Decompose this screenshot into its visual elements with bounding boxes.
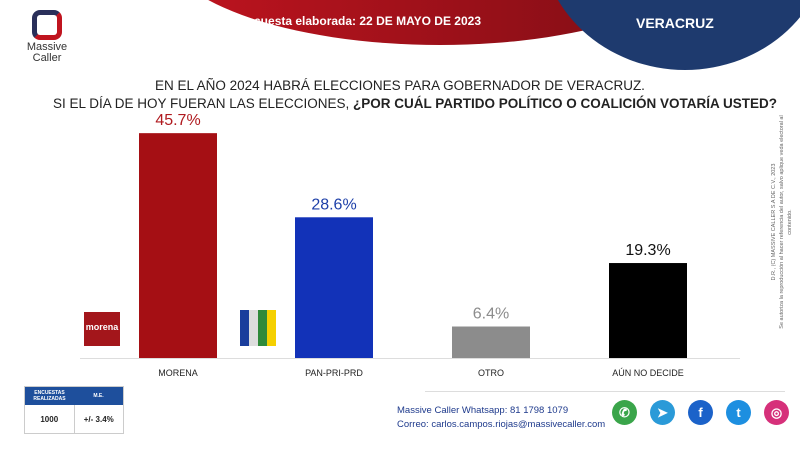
logo-line2: Caller [32, 52, 62, 64]
me-value: +/- 3.4% [83, 414, 114, 424]
whatsapp-contact[interactable]: Massive Caller Whatsapp: 81 1798 1079 [397, 405, 569, 416]
bar-chart: 45.7% MORENA 28.6% PAN-PRI-PRD 6.4% OTRO 19.3%… [80, 112, 740, 378]
telegram-icon[interactable]: ➤ [650, 400, 675, 425]
morena-logo: morena [84, 312, 120, 346]
footer-divider [425, 391, 785, 392]
bar-1 [295, 217, 373, 358]
methodology-table: ENCUESTAS REALIZADAS M.E. 1000 +/- 3.4% [24, 386, 124, 434]
me-header: M.E. [93, 393, 104, 399]
data-label: 28.6% [311, 196, 356, 213]
question-line2: SI EL DÍA DE HOY FUERAN LAS ELECCIONES, … [0, 96, 800, 111]
whatsapp-icon[interactable]: ✆ [612, 400, 637, 425]
data-label: 19.3% [625, 242, 670, 259]
email-contact[interactable]: Correo: carlos.campos.riojas@massivecall… [397, 419, 606, 430]
instagram-icon[interactable]: ◎ [764, 400, 789, 425]
survey-date: Última encuesta elaborada: 22 DE MAYO DE… [200, 14, 482, 28]
category-label: AÚN NO DECIDE [612, 368, 684, 378]
bar-2 [452, 326, 530, 358]
question-line1: EN EL AÑO 2024 HABRÁ ELECCIONES PARA GOB… [155, 78, 645, 93]
logo-mark-icon [32, 10, 62, 40]
state-name: VERACRUZ [636, 15, 714, 31]
facebook-icon[interactable]: f [688, 400, 713, 425]
logo-line1: Massive [26, 41, 68, 53]
social-icons: ✆ ➤ f t ◎ [612, 400, 789, 425]
category-label: PAN-PRI-PRD [305, 368, 363, 378]
question-intro: SI EL DÍA DE HOY FUERAN LAS ELECCIONES, [52, 96, 354, 111]
question-bold: ¿POR CUÁL PARTIDO POLÍTICO O COALICIÓN V… [353, 96, 778, 111]
bar-0 [139, 133, 217, 358]
category-label: MORENA [158, 368, 198, 378]
data-label: 6.4% [473, 306, 509, 323]
data-label: 45.7% [155, 112, 200, 129]
contact-info: Massive Caller Whatsapp: 81 1798 1079 Co… [397, 404, 605, 432]
surveys-header: ENCUESTAS REALIZADAS [33, 390, 66, 402]
surveys-value: 1000 [25, 405, 75, 433]
twitter-icon[interactable]: t [726, 400, 751, 425]
pan-pri-prd-logo [240, 310, 276, 346]
bar-3 [609, 263, 687, 358]
category-label: OTRO [478, 368, 504, 378]
massive-caller-logo: Massive Caller [22, 10, 72, 64]
